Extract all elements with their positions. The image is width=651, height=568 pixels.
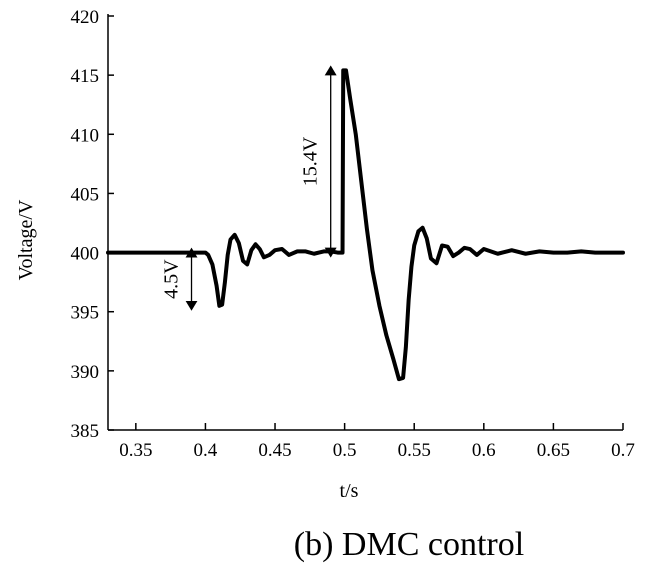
y-tick-label: 410 xyxy=(71,125,100,146)
x-axis-label: t/s xyxy=(340,480,359,502)
y-tick-label: 405 xyxy=(71,184,100,205)
x-ticks: 0.35 0.4 0.45 0.5 0.55 0.6 0.65 0.7 xyxy=(119,423,635,461)
x-tick-label: 0.45 xyxy=(258,440,291,461)
annotations: 4.5V 15.4V xyxy=(161,65,337,311)
x-tick-label: 0.4 xyxy=(194,440,218,461)
y-tick-label: 385 xyxy=(71,421,100,442)
x-tick-label: 0.35 xyxy=(119,440,152,461)
voltage-series-line xyxy=(106,68,625,382)
y-tick-label: 390 xyxy=(71,362,100,383)
axes: 0.35 0.4 0.45 0.5 0.55 0.6 0.65 0.7 385 390 395 40… xyxy=(71,7,635,461)
x-tick-label: 0.6 xyxy=(472,440,496,461)
y-tick-label: 400 xyxy=(71,244,100,265)
y-tick-label: 420 xyxy=(71,7,100,28)
y-ticks: 385 390 395 400 405 410 415 420 xyxy=(71,7,114,442)
chart-caption: (b) DMC control xyxy=(294,526,524,563)
y-axis-label: Voltage/V xyxy=(15,199,37,280)
y-tick-label: 395 xyxy=(71,303,100,324)
y-tick-label: 415 xyxy=(71,66,100,87)
x-tick-label: 0.5 xyxy=(333,440,357,461)
x-tick-label: 0.65 xyxy=(537,440,570,461)
x-tick-label: 0.7 xyxy=(611,440,635,461)
annotation-label: 15.4V xyxy=(300,136,322,186)
x-tick-label: 0.55 xyxy=(398,440,431,461)
annotation-label: 4.5V xyxy=(161,259,183,299)
